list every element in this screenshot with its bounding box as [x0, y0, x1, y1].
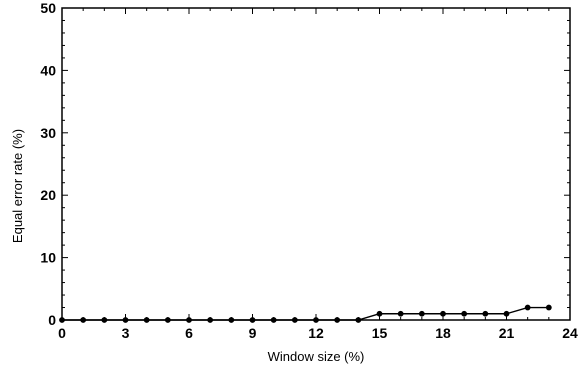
- y-tick-label: 0: [48, 312, 56, 328]
- data-point: [249, 317, 256, 323]
- data-point: [228, 317, 235, 323]
- data-point: [291, 317, 298, 323]
- data-point: [143, 317, 150, 323]
- y-tick-label: 20: [40, 187, 56, 203]
- data-point: [313, 317, 319, 323]
- x-tick-label: 18: [435, 325, 451, 341]
- data-point: [270, 317, 277, 323]
- data-point: [545, 304, 552, 311]
- data-point: [418, 310, 425, 317]
- data-point: [334, 317, 341, 323]
- series-line: [62, 306, 549, 321]
- plot-frame: [61, 7, 571, 321]
- x-axis-title: Window size (%): [268, 349, 365, 364]
- x-tick-label: 12: [308, 325, 324, 341]
- x-tick-label: 0: [58, 325, 66, 341]
- y-tick-label: 10: [40, 250, 56, 266]
- x-tick-label: 15: [372, 325, 388, 341]
- x-tick-label: 3: [122, 325, 130, 341]
- data-point: [376, 310, 383, 317]
- y-axis-title: Equal error rate (%): [10, 129, 25, 243]
- x-tick-label: 21: [499, 325, 515, 341]
- data-point: [122, 317, 129, 323]
- data-point: [503, 310, 510, 317]
- data-point: [164, 317, 171, 323]
- data-point: [397, 310, 404, 317]
- axes: 0 3 6 9 12 15 18 21 24 0 10 20 30 40 50: [40, 0, 578, 341]
- data-point: [80, 317, 87, 323]
- data-point: [524, 304, 531, 311]
- y-tick-label: 30: [40, 125, 56, 141]
- data-point: [461, 310, 468, 317]
- series: [59, 304, 552, 323]
- data-point: [355, 317, 362, 323]
- data-point: [207, 317, 214, 323]
- x-tick-label: 6: [185, 325, 193, 341]
- y-tick-label: 50: [40, 0, 56, 16]
- data-point: [101, 317, 108, 323]
- data-point: [59, 317, 65, 323]
- x-tick-label: 24: [562, 325, 578, 341]
- x-tick-label: 9: [249, 325, 257, 341]
- data-point: [482, 310, 489, 317]
- data-point: [186, 317, 192, 323]
- data-point: [440, 310, 446, 317]
- y-tick-label: 40: [40, 62, 56, 78]
